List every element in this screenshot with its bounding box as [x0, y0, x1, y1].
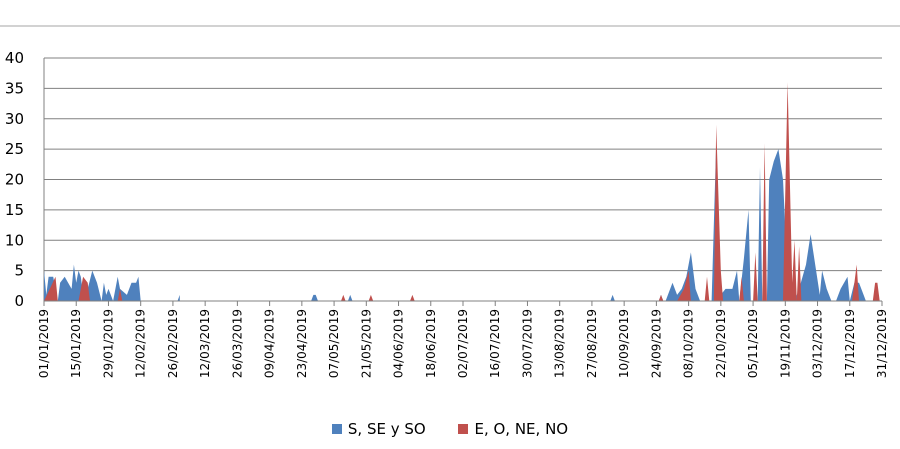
legend-label-series-1: S, SE y SO — [347, 420, 426, 438]
x-tick-label: 26/03/2019 — [230, 309, 244, 378]
x-tick-label: 27/08/2019 — [585, 309, 599, 378]
y-tick-label: 15 — [5, 201, 24, 219]
x-tick-label: 24/09/2019 — [649, 309, 663, 378]
x-tick-label: 31/12/2019 — [875, 309, 889, 378]
legend-swatch-series-2 — [458, 424, 469, 434]
x-tick-label: 02/07/2019 — [456, 309, 470, 378]
x-tick-label: 19/11/2019 — [778, 309, 792, 378]
x-tick-label: 23/04/2019 — [295, 309, 309, 378]
x-tick-label: 26/02/2019 — [166, 309, 180, 378]
x-tick-label: 30/07/2019 — [521, 309, 535, 378]
x-tick-label: 07/05/2019 — [327, 309, 341, 378]
y-tick-label: 35 — [5, 79, 24, 97]
area-series-2 — [44, 82, 880, 301]
x-tick-label: 10/09/2019 — [617, 309, 631, 378]
x-tick-label: 12/03/2019 — [198, 309, 212, 378]
x-tick-label: 12/02/2019 — [134, 309, 148, 378]
x-tick-label: 17/12/2019 — [843, 309, 857, 378]
x-tick-label: 15/01/2019 — [69, 309, 83, 378]
legend: S, SE y SO E, O, NE, NO — [0, 420, 900, 438]
legend-swatch-series-1 — [331, 424, 342, 434]
x-tick-label: 13/08/2019 — [553, 309, 567, 378]
y-tick-label: 20 — [5, 171, 24, 189]
x-tick-label: 22/10/2019 — [714, 309, 728, 378]
y-tick-label: 25 — [5, 140, 24, 158]
x-tick-label: 01/01/2019 — [37, 309, 51, 378]
x-tick-label: 18/06/2019 — [424, 309, 438, 378]
legend-item-series-1: S, SE y SO — [331, 420, 426, 438]
legend-label-series-2: E, O, NE, NO — [474, 420, 569, 438]
y-tick-label: 0 — [14, 292, 24, 310]
area-series-1 — [44, 143, 866, 301]
y-tick-label: 5 — [14, 262, 24, 280]
y-tick-label: 30 — [5, 110, 24, 128]
x-tick-label: 05/11/2019 — [746, 309, 760, 378]
x-tick-label: 04/06/2019 — [392, 309, 406, 378]
x-tick-label: 08/10/2019 — [682, 309, 696, 378]
x-tick-label: 21/05/2019 — [359, 309, 373, 378]
x-tick-label: 03/12/2019 — [811, 309, 825, 378]
y-tick-label: 10 — [5, 231, 24, 249]
x-tick-label: 09/04/2019 — [263, 309, 277, 378]
y-tick-label: 40 — [5, 49, 24, 67]
x-tick-label: 16/07/2019 — [488, 309, 502, 378]
legend-item-series-2: E, O, NE, NO — [458, 420, 568, 438]
x-tick-label: 29/01/2019 — [102, 309, 116, 378]
